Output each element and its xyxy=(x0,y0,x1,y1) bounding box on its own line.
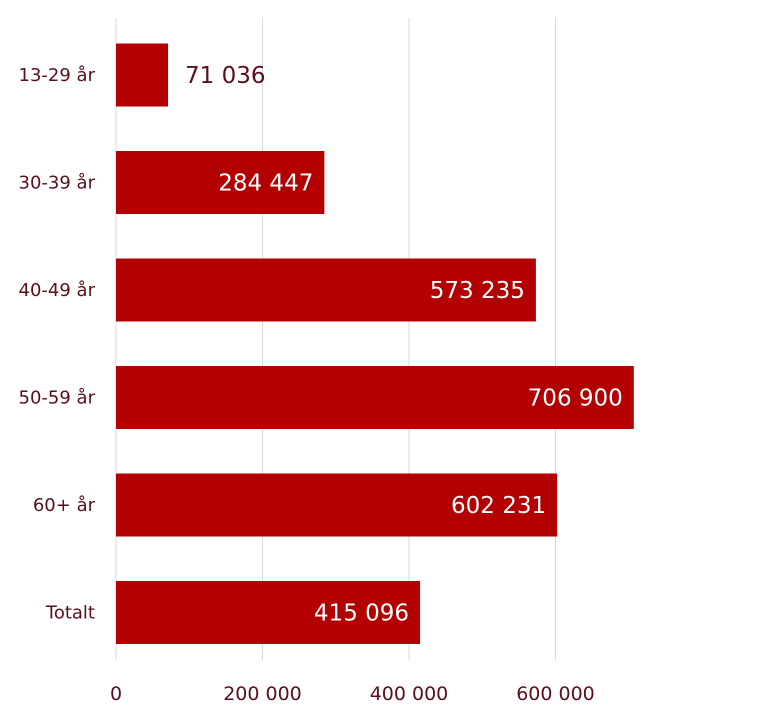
bar xyxy=(116,43,169,107)
category-label: 40-49 år xyxy=(19,280,96,301)
value-label: 602 231 xyxy=(451,493,546,519)
value-label: 71 036 xyxy=(185,63,265,89)
x-tick-label: 400 000 xyxy=(370,683,449,705)
x-tick-label: 0 xyxy=(110,683,122,705)
x-tick-label: 600 000 xyxy=(516,683,595,705)
category-label: 30-39 år xyxy=(19,173,96,194)
bar xyxy=(116,151,325,214)
bar xyxy=(116,366,634,429)
value-label: 706 900 xyxy=(528,386,623,412)
category-label: 50-59 år xyxy=(19,388,96,409)
bars: 71 036 284 447 573 235 706 900 602 231 415 09… xyxy=(116,43,634,644)
category-label: Totalt xyxy=(45,603,95,624)
value-label: 415 096 xyxy=(314,601,409,627)
bar xyxy=(116,581,421,644)
x-tick-label: 200 000 xyxy=(223,683,302,705)
category-label: 13-29 år xyxy=(19,65,96,86)
x-axis-ticks: 0 200 000 400 000 600 000 xyxy=(110,683,595,705)
gridlines xyxy=(115,18,556,660)
category-label: 60+ år xyxy=(33,495,96,516)
category-labels: 13-29 år 30-39 år 40-49 år 50-59 år 60+ år To… xyxy=(19,65,96,624)
value-label: 573 235 xyxy=(430,278,525,304)
value-label: 284 447 xyxy=(218,171,313,197)
bar xyxy=(116,473,558,537)
bar xyxy=(116,258,536,322)
